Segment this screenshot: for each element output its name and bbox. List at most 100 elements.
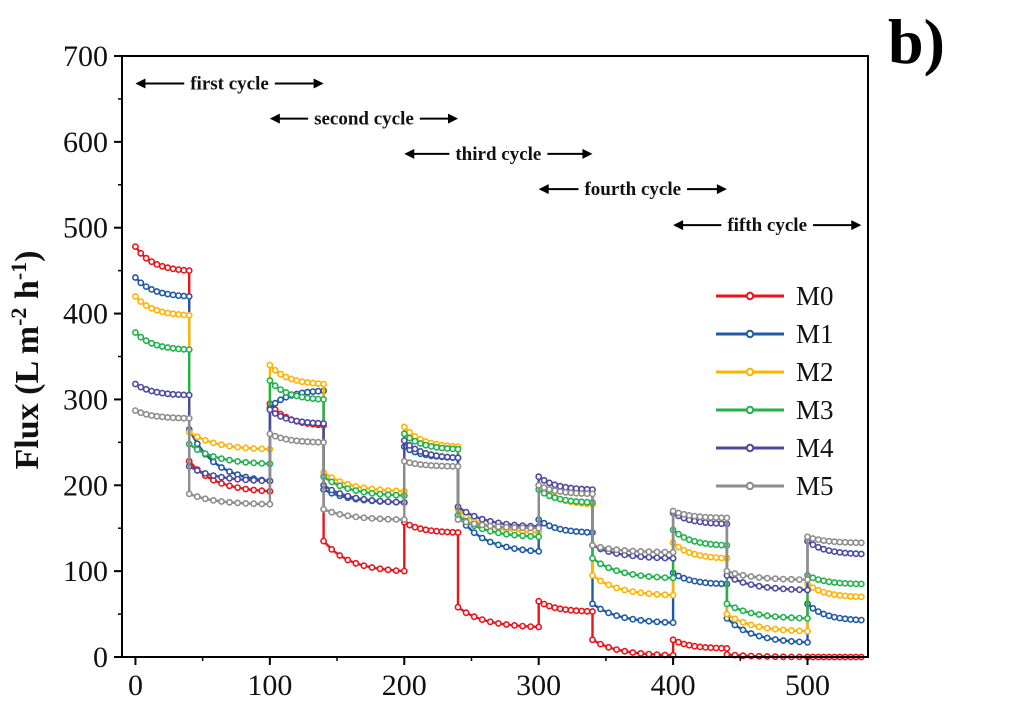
data-point [567, 606, 575, 614]
data-point [779, 626, 787, 634]
data-point [242, 485, 250, 493]
legend-marker [745, 443, 755, 453]
data-point [597, 605, 604, 613]
data-point [298, 418, 306, 426]
legend: M0 M1 M2 M3 M4 M5 [716, 281, 834, 501]
data-point [320, 395, 327, 403]
data-point [857, 550, 865, 558]
data-point [718, 554, 725, 562]
axes: 0 100 200 300 400 500 600 700 0 100 200 300 400 500 [63, 40, 869, 702]
legend-marker [745, 367, 755, 377]
data-point [193, 493, 201, 501]
plot-area [131, 243, 865, 661]
data-point [193, 467, 201, 474]
data-point [158, 289, 166, 297]
data-point [185, 311, 193, 319]
data-point [328, 486, 336, 494]
data-point [137, 298, 145, 305]
data-point [169, 310, 177, 318]
data-point [271, 382, 279, 390]
legend-label: M0 [796, 281, 834, 311]
data-point [763, 634, 771, 642]
cycle-annotation: first cycle [135, 73, 324, 94]
data-point [653, 590, 661, 598]
data-point [723, 645, 731, 652]
data-point [831, 548, 838, 555]
y-tick-label: 400 [63, 298, 108, 331]
data-point [605, 609, 612, 617]
data-point [158, 389, 166, 397]
data-point [304, 438, 311, 446]
data-point [180, 345, 188, 353]
data-point [454, 603, 462, 611]
data-point [384, 498, 392, 506]
data-point [597, 577, 604, 585]
data-point [605, 643, 612, 651]
data-point [718, 520, 725, 528]
data-point [583, 528, 591, 536]
data-point [613, 584, 620, 592]
data-point [661, 554, 669, 562]
legend-label: M2 [796, 357, 834, 387]
data-point [669, 548, 677, 556]
data-point [763, 624, 771, 632]
legend-marker [745, 405, 755, 415]
data-point [578, 528, 586, 536]
data-point [661, 574, 669, 581]
legend-item-M5: M5 [716, 471, 834, 501]
data-point [814, 543, 822, 551]
data-point [148, 258, 155, 266]
data-point [712, 520, 720, 527]
data-point [411, 460, 419, 468]
series-line-M0 [134, 245, 862, 659]
data-point [788, 586, 795, 593]
data-point [825, 547, 833, 554]
data-point [680, 640, 688, 648]
data-point [567, 489, 575, 497]
data-point [771, 625, 779, 633]
series-M3 [131, 329, 865, 622]
data-point [779, 575, 787, 583]
legend-item-M3: M3 [716, 395, 834, 425]
data-point [675, 638, 682, 646]
data-point [258, 445, 266, 453]
data-point [796, 614, 803, 622]
data-point [218, 479, 225, 487]
data-point [771, 575, 779, 583]
data-point [779, 585, 787, 593]
data-point [148, 304, 155, 312]
data-point [360, 514, 368, 522]
data-point [282, 373, 290, 381]
data-point [847, 539, 854, 546]
data-point [691, 642, 698, 650]
data-point [226, 442, 233, 450]
data-point [384, 515, 392, 523]
data-point [352, 487, 360, 494]
y-tick-label: 600 [63, 126, 108, 159]
data-point [645, 573, 653, 580]
data-point [621, 569, 629, 577]
data-point [400, 423, 408, 431]
data-point [841, 592, 849, 600]
data-point [293, 437, 301, 445]
data-point [164, 309, 172, 317]
data-point [406, 521, 413, 529]
data-point [142, 337, 150, 345]
data-point [427, 442, 435, 450]
data-point [779, 613, 787, 621]
data-point [169, 291, 177, 299]
data-point [739, 626, 747, 634]
data-point [629, 571, 637, 578]
data-point [368, 489, 376, 497]
data-point [258, 500, 266, 508]
data-point [702, 553, 709, 560]
data-point [314, 380, 322, 387]
data-point [572, 607, 580, 615]
data-point [702, 579, 709, 587]
data-point [158, 413, 166, 421]
data-point [669, 507, 677, 515]
data-point [250, 445, 258, 452]
data-point [470, 529, 478, 537]
data-point [443, 528, 451, 536]
data-point [185, 292, 193, 300]
